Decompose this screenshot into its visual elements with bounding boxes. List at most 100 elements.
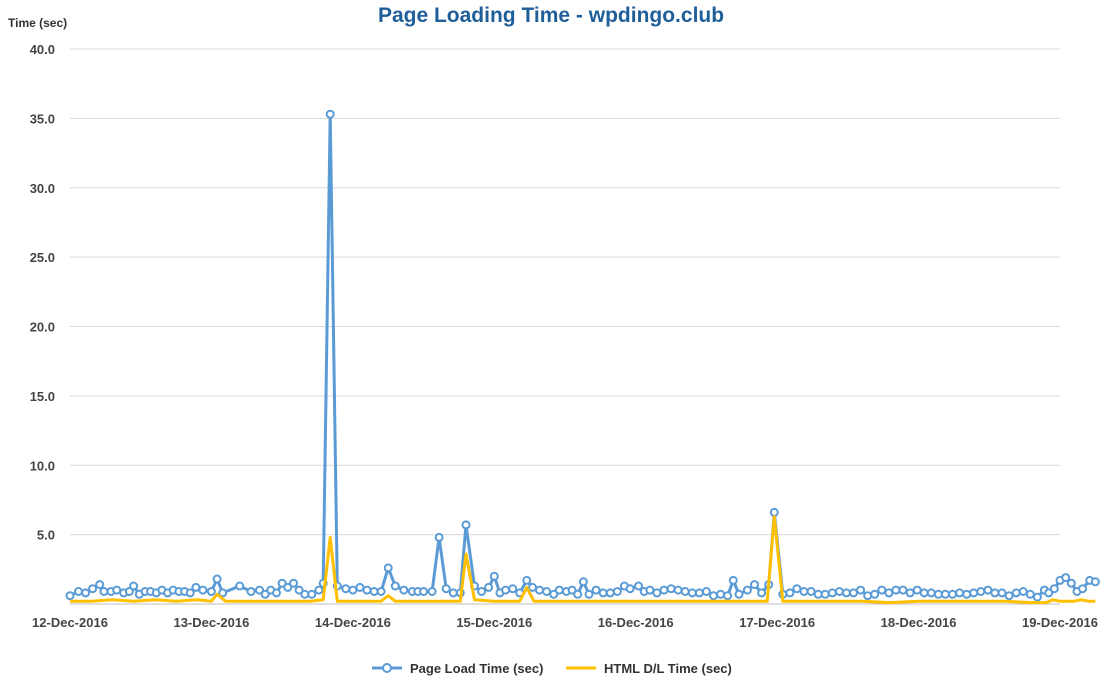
data-point[interactable] (962, 589, 972, 599)
data-point[interactable] (905, 588, 915, 598)
data-point[interactable] (362, 585, 372, 595)
data-point[interactable] (289, 578, 298, 588)
data-point[interactable] (376, 587, 386, 596)
data-point[interactable] (820, 589, 830, 599)
data-point[interactable] (723, 591, 733, 601)
data-point[interactable] (625, 584, 635, 594)
data-point[interactable] (129, 581, 139, 591)
data-point[interactable] (441, 584, 451, 594)
data-point[interactable] (501, 585, 511, 595)
data-point[interactable] (827, 588, 837, 598)
data-point[interactable] (218, 588, 228, 598)
data-point[interactable] (477, 587, 487, 596)
data-point[interactable] (461, 520, 471, 530)
data-point[interactable] (1078, 584, 1088, 594)
data-point[interactable] (419, 587, 429, 596)
data-point[interactable] (612, 587, 622, 596)
data-point[interactable] (734, 589, 744, 599)
data-point[interactable] (709, 591, 718, 601)
data-point[interactable] (969, 588, 979, 598)
data-point[interactable] (535, 585, 544, 595)
data-point[interactable] (399, 585, 409, 595)
data-point[interactable] (933, 589, 943, 599)
data-point[interactable] (1011, 588, 1021, 598)
data-point[interactable] (898, 585, 908, 595)
data-point[interactable] (1049, 584, 1059, 594)
data-point[interactable] (919, 588, 929, 598)
data-point[interactable] (926, 588, 936, 598)
data-point[interactable] (634, 581, 643, 591)
data-point[interactable] (1061, 573, 1071, 583)
data-point[interactable] (1044, 588, 1054, 598)
data-point[interactable] (489, 571, 499, 581)
data-point[interactable] (716, 589, 726, 599)
data-point[interactable] (272, 588, 281, 598)
data-point[interactable] (645, 585, 655, 595)
data-point[interactable] (757, 588, 767, 598)
data-point[interactable] (598, 588, 608, 598)
data-point[interactable] (806, 587, 816, 596)
data-point[interactable] (785, 588, 795, 598)
data-point[interactable] (659, 585, 669, 595)
data-point[interactable] (484, 582, 494, 592)
data-point[interactable] (191, 582, 201, 592)
data-point[interactable] (198, 585, 208, 595)
data-point[interactable] (434, 532, 444, 542)
data-point[interactable] (976, 587, 986, 596)
data-point[interactable] (508, 584, 518, 594)
data-point[interactable] (325, 109, 335, 119)
data-point[interactable] (1018, 587, 1028, 596)
data-point[interactable] (314, 585, 324, 595)
data-point[interactable] (884, 588, 894, 598)
data-point[interactable] (983, 585, 993, 595)
legend-item-html-dl[interactable]: HTML D/L Time (sec) (566, 661, 732, 676)
data-point[interactable] (88, 584, 98, 594)
data-point[interactable] (427, 587, 437, 596)
data-point[interactable] (863, 591, 873, 601)
data-point[interactable] (185, 588, 195, 598)
data-point[interactable] (912, 585, 922, 595)
data-point[interactable] (673, 585, 683, 595)
data-point[interactable] (799, 587, 809, 596)
data-point[interactable] (841, 588, 851, 598)
data-point[interactable] (742, 585, 752, 595)
data-point[interactable] (522, 575, 532, 585)
data-point[interactable] (856, 585, 866, 595)
data-point[interactable] (849, 588, 858, 598)
legend-item-page-load[interactable]: Page Load Time (sec) (372, 661, 543, 676)
data-point[interactable] (694, 588, 704, 598)
data-point[interactable] (578, 577, 588, 587)
data-point[interactable] (99, 587, 109, 596)
data-point[interactable] (728, 575, 738, 585)
data-point[interactable] (605, 588, 615, 598)
data-point[interactable] (1066, 578, 1076, 588)
data-point[interactable] (528, 582, 537, 592)
data-point[interactable] (74, 587, 83, 596)
data-point[interactable] (687, 588, 697, 598)
data-point[interactable] (542, 587, 552, 596)
data-point[interactable] (792, 584, 802, 594)
data-point[interactable] (81, 588, 91, 598)
data-point[interactable] (1004, 591, 1014, 601)
data-point[interactable] (277, 578, 287, 588)
data-point[interactable] (307, 589, 317, 599)
data-point[interactable] (680, 587, 690, 596)
data-point[interactable] (891, 585, 901, 595)
data-point[interactable] (584, 589, 594, 599)
data-point[interactable] (260, 589, 270, 599)
data-point[interactable] (870, 589, 880, 599)
data-point[interactable] (549, 589, 559, 599)
data-point[interactable] (294, 585, 304, 595)
data-point[interactable] (750, 580, 759, 590)
data-point[interactable] (701, 587, 711, 596)
data-point[interactable] (112, 585, 122, 595)
data-point[interactable] (369, 587, 379, 596)
data-point[interactable] (448, 588, 458, 598)
data-point[interactable] (65, 591, 75, 601)
data-point[interactable] (383, 563, 393, 573)
data-point[interactable] (206, 587, 216, 596)
data-point[interactable] (212, 574, 222, 584)
data-point[interactable] (95, 580, 105, 590)
data-point[interactable] (355, 582, 365, 592)
data-point[interactable] (1025, 589, 1035, 599)
